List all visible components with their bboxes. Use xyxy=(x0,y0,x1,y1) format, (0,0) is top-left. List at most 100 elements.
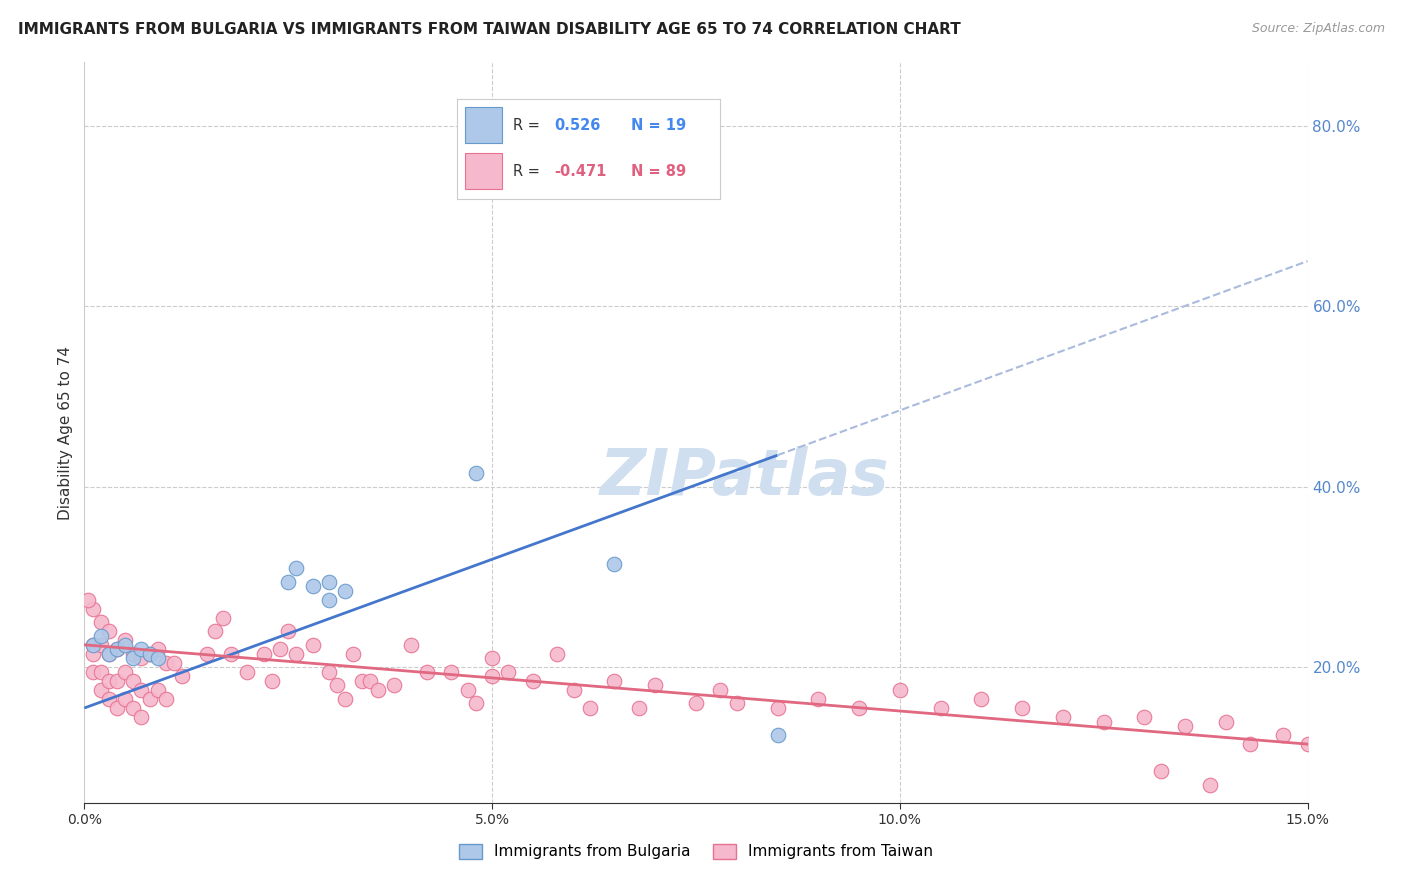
Point xyxy=(399,638,422,652)
Point xyxy=(685,697,707,711)
Point xyxy=(546,647,568,661)
Point xyxy=(114,692,136,706)
Point xyxy=(627,182,650,196)
Point xyxy=(138,692,160,706)
Point xyxy=(138,647,160,661)
Point xyxy=(318,574,340,589)
Point xyxy=(318,665,340,679)
Point xyxy=(579,701,602,715)
Point xyxy=(464,467,486,481)
Point xyxy=(155,692,177,706)
Point xyxy=(416,665,439,679)
Point xyxy=(131,651,153,665)
Point xyxy=(359,673,381,688)
Point xyxy=(457,682,479,697)
Point xyxy=(326,678,349,692)
Point xyxy=(498,665,520,679)
Point xyxy=(204,624,226,639)
Point xyxy=(77,592,100,607)
Point xyxy=(269,642,291,657)
Point xyxy=(1011,701,1033,715)
Point xyxy=(929,701,952,715)
Point xyxy=(90,665,112,679)
Point xyxy=(382,678,405,692)
Point xyxy=(725,697,748,711)
Point xyxy=(105,701,128,715)
Point xyxy=(82,665,104,679)
Point xyxy=(709,682,731,697)
Point xyxy=(481,669,503,683)
Point xyxy=(82,638,104,652)
Point xyxy=(301,579,323,593)
Text: ZIPatlas: ZIPatlas xyxy=(600,446,890,508)
Point xyxy=(82,647,104,661)
Point xyxy=(122,651,145,665)
Legend: Immigrants from Bulgaria, Immigrants from Taiwan: Immigrants from Bulgaria, Immigrants fro… xyxy=(453,838,939,865)
Point xyxy=(172,669,194,683)
Point xyxy=(1272,728,1295,742)
Point xyxy=(766,728,789,742)
Point xyxy=(155,656,177,670)
Point xyxy=(163,656,186,670)
Point xyxy=(97,624,120,639)
Point xyxy=(138,647,160,661)
Point xyxy=(285,561,308,575)
Point xyxy=(219,647,242,661)
Point xyxy=(522,673,544,688)
Point xyxy=(301,638,323,652)
Point xyxy=(603,557,626,571)
Point xyxy=(105,673,128,688)
Point xyxy=(1239,737,1261,751)
Point xyxy=(1215,714,1237,729)
Point xyxy=(97,673,120,688)
Point xyxy=(260,673,283,688)
Point xyxy=(146,682,169,697)
Point xyxy=(82,601,104,615)
Point xyxy=(90,682,112,697)
Point xyxy=(97,647,120,661)
Point xyxy=(627,701,650,715)
Point xyxy=(122,701,145,715)
Point xyxy=(114,665,136,679)
Point xyxy=(1174,719,1197,733)
Point xyxy=(603,673,626,688)
Point xyxy=(195,647,218,661)
Point xyxy=(82,638,104,652)
Y-axis label: Disability Age 65 to 74: Disability Age 65 to 74 xyxy=(58,345,73,520)
Point xyxy=(122,647,145,661)
Point xyxy=(131,710,153,724)
Point xyxy=(114,633,136,648)
Point xyxy=(105,642,128,657)
Point xyxy=(807,692,830,706)
Point xyxy=(277,624,299,639)
Point xyxy=(350,673,373,688)
Point xyxy=(1296,737,1319,751)
Point xyxy=(253,647,276,661)
Point xyxy=(114,638,136,652)
Point xyxy=(970,692,993,706)
Point xyxy=(367,682,389,697)
Point xyxy=(90,638,112,652)
Point xyxy=(131,682,153,697)
Point xyxy=(90,629,112,643)
Point xyxy=(335,692,357,706)
Point xyxy=(212,610,235,624)
Point xyxy=(562,682,585,697)
Point xyxy=(1133,710,1156,724)
Point xyxy=(464,697,486,711)
Point xyxy=(285,647,308,661)
Point xyxy=(122,673,145,688)
Point xyxy=(889,682,911,697)
Point xyxy=(1052,710,1074,724)
Point xyxy=(1092,714,1115,729)
Point xyxy=(318,592,340,607)
Point xyxy=(1198,778,1220,792)
Text: Source: ZipAtlas.com: Source: ZipAtlas.com xyxy=(1251,22,1385,36)
Point xyxy=(481,651,503,665)
Point xyxy=(277,574,299,589)
Point xyxy=(342,647,364,661)
Point xyxy=(848,701,870,715)
Point xyxy=(236,665,259,679)
Point xyxy=(97,647,120,661)
Point xyxy=(146,651,169,665)
